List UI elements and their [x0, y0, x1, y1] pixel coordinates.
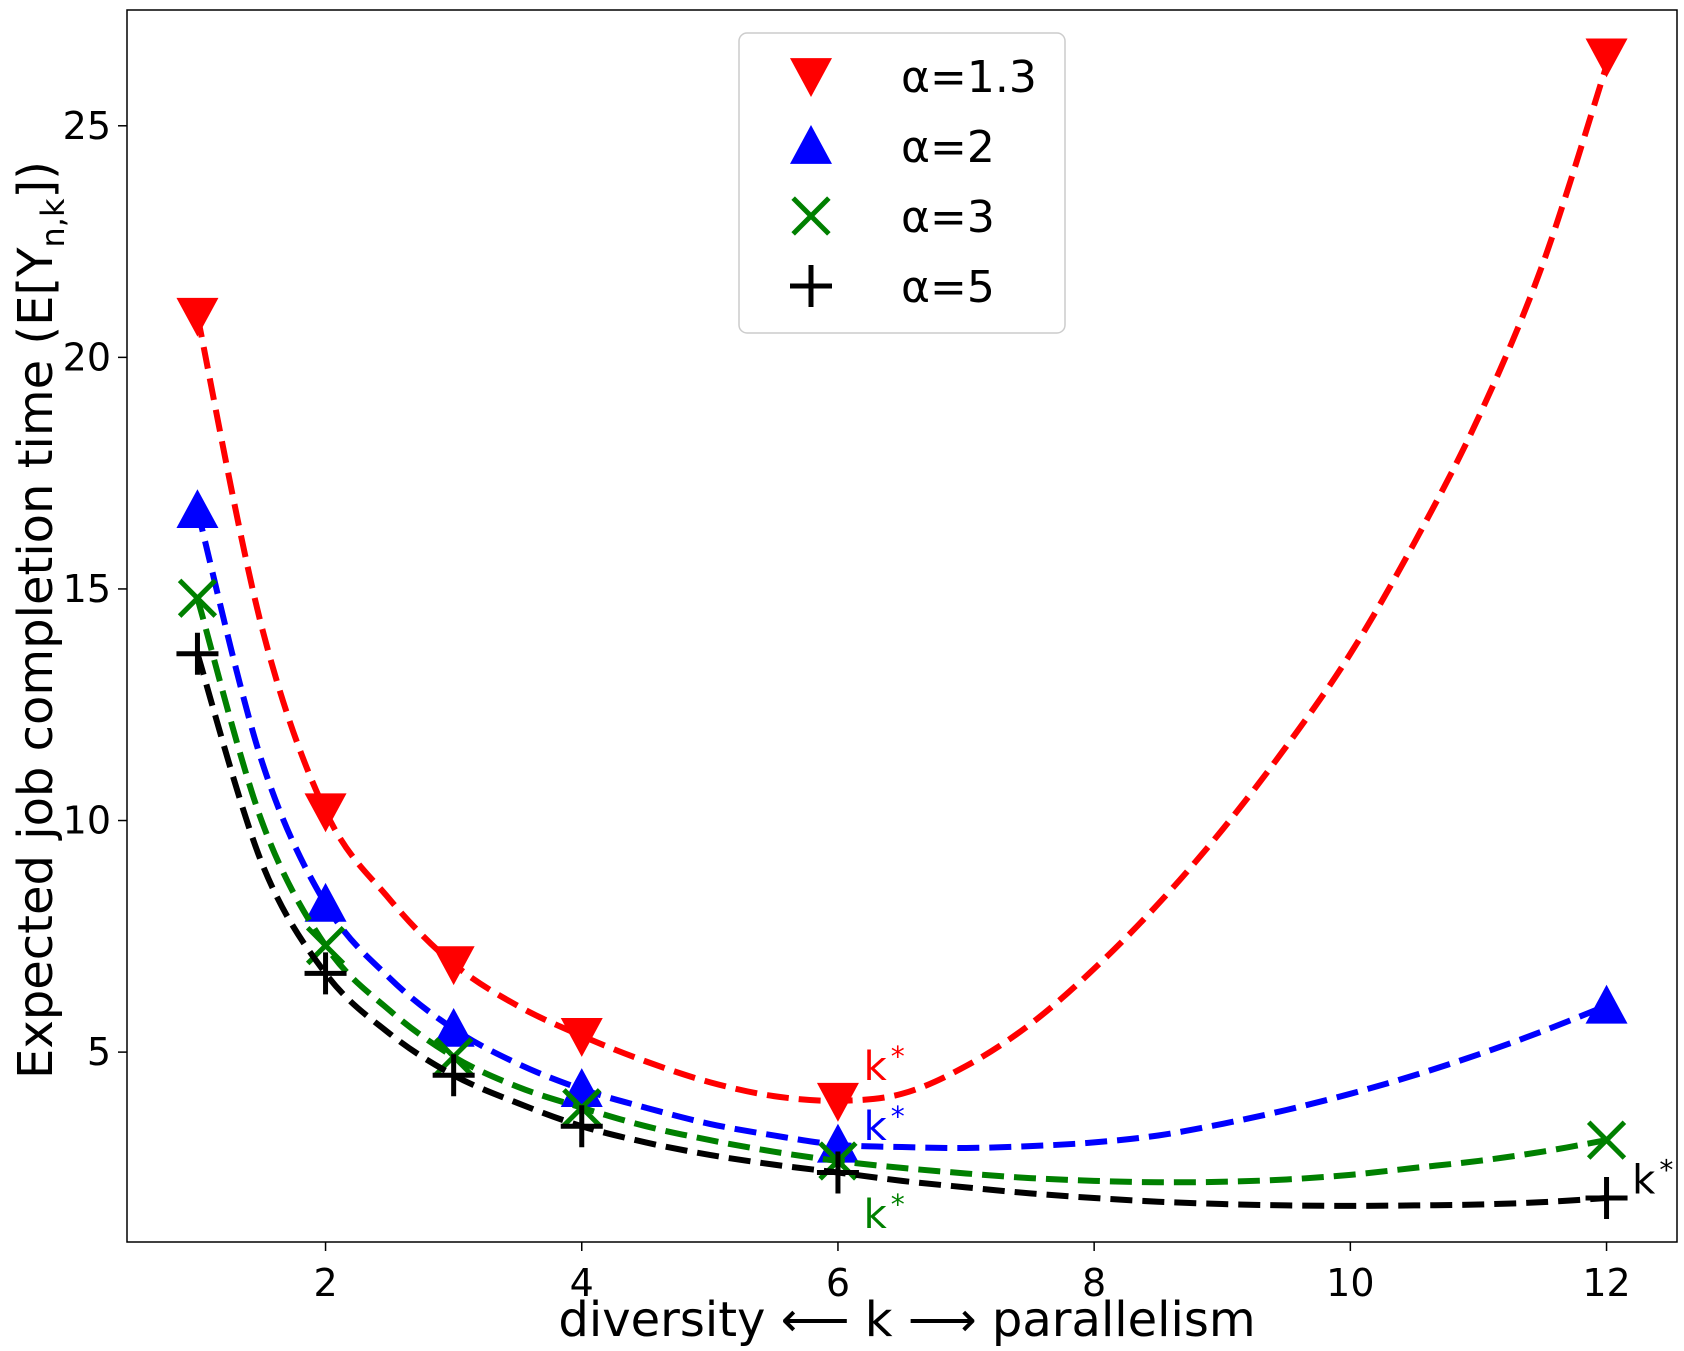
legend-label: α=3 — [901, 192, 995, 243]
y-axis-label-subscript: n,k — [34, 198, 72, 247]
legend-marker — [790, 58, 832, 97]
y-axis-label-main: Expected job completion time (E[Y — [8, 247, 64, 1079]
k-star-superscript: * — [891, 1040, 905, 1073]
axis-layer: 2 4 6 8 10 12 5 10 15 20 25 — [63, 104, 1631, 1305]
y-axis-label: Expected job completion time (E[Yn,k]) — [8, 161, 72, 1079]
data-point — [432, 1054, 475, 1097]
data-point — [176, 632, 219, 675]
k-star-base: k — [864, 1104, 888, 1150]
y-axis-label-end: ]) — [8, 161, 64, 198]
data-point — [176, 489, 219, 529]
y-tick-label: 10 — [63, 799, 111, 843]
legend-frame — [738, 32, 1066, 334]
series-line — [194, 64, 1610, 1104]
data-point — [816, 1082, 859, 1122]
data-point — [1585, 1177, 1628, 1219]
y-tick-label: 15 — [63, 567, 111, 611]
legend: α=1.3 α=2 α=3 α=5 — [738, 32, 1066, 334]
series-α=1.3 — [176, 38, 1628, 1122]
data-point — [304, 882, 347, 922]
legend-label: α=5 — [901, 262, 995, 313]
k-star-annotation: k * — [1632, 1153, 1673, 1203]
x-tick-label: 2 — [313, 1261, 337, 1305]
y-tick-label: 20 — [63, 335, 111, 379]
data-point — [176, 297, 219, 337]
series-line — [194, 509, 1608, 1152]
series-line — [194, 652, 1607, 1209]
legend-label: α=1.3 — [901, 52, 1037, 103]
data-point — [1585, 984, 1628, 1024]
k-star-base: k — [864, 1192, 888, 1238]
data-point — [304, 793, 347, 833]
data-point — [432, 946, 475, 986]
k-star-base: k — [1632, 1157, 1656, 1203]
series-line — [194, 597, 1608, 1186]
x-tick-label: 4 — [570, 1261, 594, 1305]
y-tick-label: 5 — [87, 1030, 111, 1074]
legend-marker — [791, 196, 831, 236]
data-point — [560, 1105, 603, 1148]
series-α=5 — [176, 632, 1628, 1219]
x-tick-label: 12 — [1582, 1261, 1630, 1305]
series-layer — [176, 38, 1628, 1219]
k-star-base: k — [864, 1044, 888, 1090]
x-axis-label: diversity ⟵ k ⟶ parallelism — [558, 1292, 1255, 1348]
data-point — [177, 578, 218, 618]
annotation-layer: k *k *k *k * — [864, 1040, 1674, 1238]
x-tick-label: 10 — [1326, 1261, 1374, 1305]
legend-marker — [790, 265, 832, 307]
legend-label: α=2 — [901, 122, 995, 173]
k-star-superscript: * — [891, 1100, 905, 1133]
data-point — [816, 1151, 859, 1194]
data-point — [304, 952, 347, 995]
data-point — [560, 1018, 603, 1057]
data-point — [432, 1007, 475, 1047]
x-tick-label: 8 — [1082, 1261, 1106, 1305]
legend-marker — [790, 125, 832, 164]
data-point — [1586, 1120, 1627, 1160]
k-star-annotation: k * — [864, 1188, 905, 1238]
k-star-superscript: * — [1659, 1153, 1673, 1186]
k-star-annotation: k * — [864, 1100, 905, 1150]
data-point — [1585, 38, 1628, 78]
y-tick-label: 25 — [63, 104, 111, 148]
k-star-superscript: * — [891, 1188, 905, 1221]
k-star-annotation: k * — [864, 1040, 905, 1090]
x-tick-label: 6 — [826, 1261, 850, 1305]
plot-frame — [126, 9, 1678, 1243]
